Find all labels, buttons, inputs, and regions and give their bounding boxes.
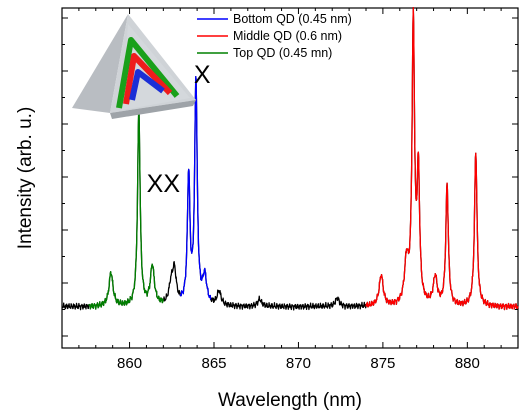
y-axis-title: Intensity (arb. u.) — [15, 107, 36, 250]
series-line-bottom — [179, 75, 212, 300]
y-axis-ticks — [62, 17, 518, 337]
peak-annotation: X — [194, 61, 211, 89]
x-tick-label: 875 — [370, 355, 395, 372]
x-tick-label: 865 — [201, 355, 226, 372]
x-tick-label: 870 — [286, 355, 311, 372]
legend-label: Middle QD (0.6 nm) — [233, 29, 342, 43]
peak-annotation: XX — [147, 170, 181, 198]
annotations: XXX — [147, 61, 211, 198]
pyramid-inset-illustration — [72, 14, 196, 119]
x-tick-label: 860 — [117, 355, 142, 372]
series-lines — [61, 7, 519, 311]
series-line-middle — [365, 7, 519, 311]
x-tick-label: 880 — [455, 355, 480, 372]
x-axis-ticks: 860 865 870 875 880 — [61, 8, 519, 372]
legend: Bottom QD (0.45 nm) Middle QD (0.6 nm) Top… — [197, 12, 352, 60]
x-axis-title: Wavelength (nm) — [218, 390, 362, 411]
legend-label: Bottom QD (0.45 nm) — [233, 12, 352, 26]
legend-label: Top QD (0.45 mn) — [233, 46, 332, 60]
series-line-top — [88, 109, 164, 310]
